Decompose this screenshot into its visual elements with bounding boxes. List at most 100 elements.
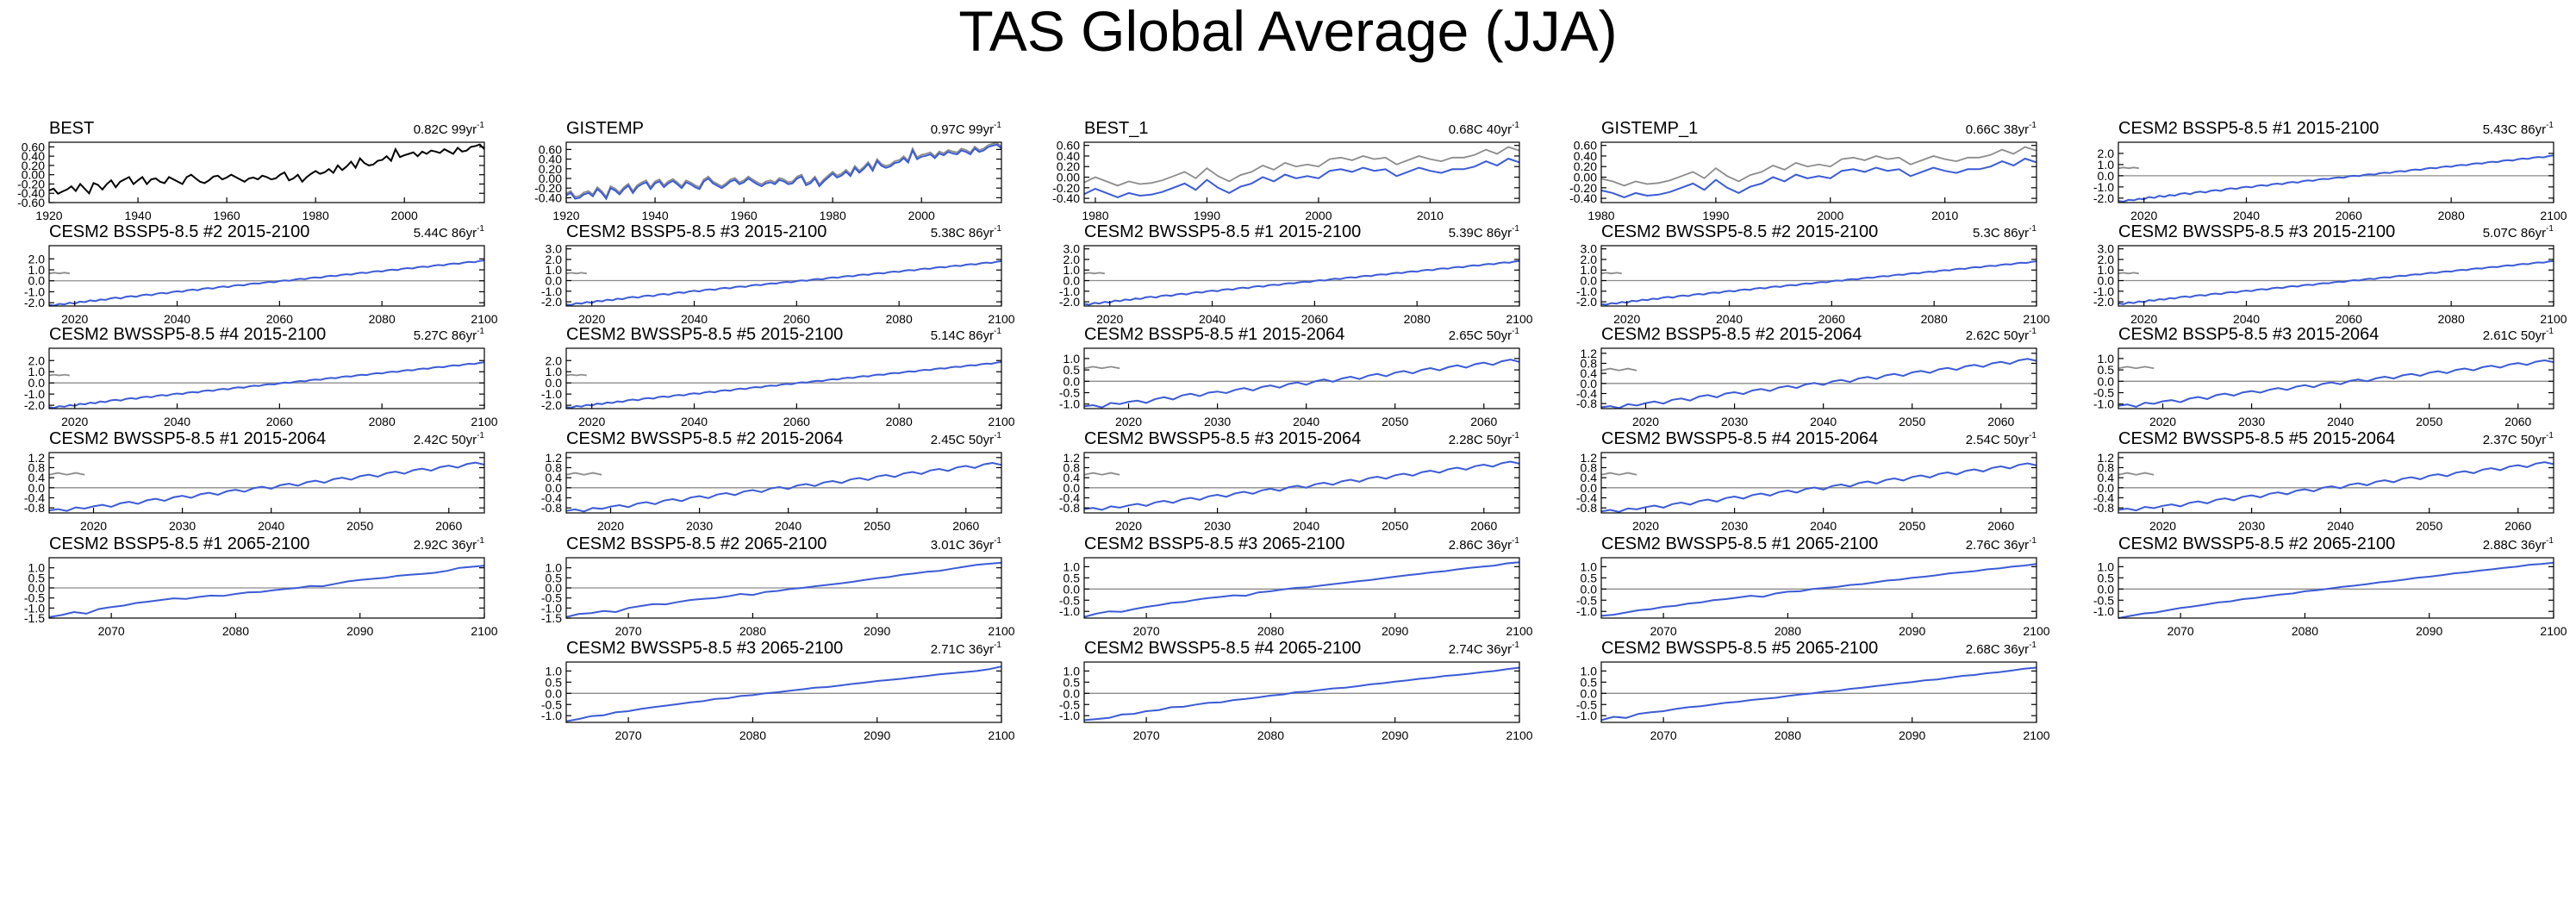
trend-span: 36yr — [969, 538, 994, 553]
y-tick-label: 0.8 — [28, 461, 46, 475]
x-tick-label: 2080 — [2292, 624, 2318, 638]
x-tick-label: 2040 — [164, 312, 190, 326]
trend-span: 86yr — [1487, 226, 1512, 241]
x-tick-label: 2040 — [258, 519, 284, 533]
panel-26: CESM2 BWSSP5-8.5 #3 2065-2100 2.71C 36yr-… — [541, 639, 1015, 742]
x-tick-label: 2060 — [1470, 519, 1497, 533]
y-tick-label: 0.0 — [546, 376, 563, 390]
trend-exponent: -1 — [2546, 121, 2554, 130]
y-tick-label: 1.0 — [28, 561, 46, 575]
x-tick-label: 1980 — [1587, 209, 1614, 222]
trend-exponent: -1 — [994, 327, 1001, 336]
x-tick-label: 2040 — [2233, 209, 2260, 222]
y-tick-label: -0.8 — [1059, 501, 1080, 515]
y-tick-label: 0.4 — [1581, 471, 1598, 484]
trend-label: 2.62C 50yr-1 — [1966, 327, 2037, 343]
y-tick-label: 1.0 — [28, 263, 46, 277]
trend-span: 36yr — [452, 538, 477, 553]
y-tick-label: 0.0 — [1063, 374, 1081, 388]
trend-exponent: -1 — [1512, 121, 1519, 130]
reference-series-line — [2118, 366, 2155, 370]
y-tick-label: 1.0 — [1581, 263, 1598, 277]
y-tick-label: -0.8 — [1576, 397, 1597, 410]
x-tick-label: 2050 — [1382, 519, 1408, 533]
panel-11: CESM2 BWSSP5-8.5 #4 2015-2100 5.27C 86yr-… — [24, 325, 498, 428]
x-tick-label: 2040 — [1293, 519, 1319, 533]
x-tick-label: 2090 — [1382, 624, 1408, 638]
trend-label: 5.43C 86yr-1 — [2483, 121, 2554, 137]
x-tick-label: 2020 — [578, 415, 605, 428]
x-tick-label: 2040 — [2327, 415, 2354, 428]
x-tick-label: 1980 — [820, 209, 846, 222]
x-tick-label: 2060 — [1470, 415, 1497, 428]
trend-span: 36yr — [2521, 538, 2546, 553]
x-tick-label: 2100 — [471, 624, 497, 638]
y-tick-label: -1.0 — [1576, 604, 1597, 618]
y-tick-label: 0.0 — [1581, 582, 1598, 596]
y-tick-label: 0.00 — [1057, 171, 1080, 184]
x-tick-label: 2080 — [1257, 728, 1284, 742]
y-tick-label: 1.0 — [1063, 559, 1081, 573]
trend-span: 99yr — [452, 122, 477, 137]
y-tick-label: 0.4 — [1581, 366, 1598, 380]
panel-title: CESM2 BWSSP5-8.5 #2 2015-2064 — [566, 429, 843, 448]
y-tick-label: 1.2 — [1063, 451, 1081, 465]
trend-value: 2.54C — [1966, 433, 2000, 447]
y-tick-label: 0.0 — [2098, 274, 2115, 288]
plot-frame — [1083, 661, 1520, 723]
trend-exponent: -1 — [477, 536, 484, 546]
trend-value: 2.86C — [1449, 538, 1483, 553]
panel-title: GISTEMP — [566, 119, 644, 138]
trend-label: 2.37C 50yr-1 — [2483, 431, 2554, 447]
x-tick-label: 2080 — [2438, 312, 2465, 326]
panel-title: CESM2 BWSSP5-8.5 #3 2015-2064 — [1084, 429, 1361, 448]
panel-title: CESM2 BWSSP5-8.5 #3 2015-2100 — [2118, 222, 2395, 241]
x-tick-label: 2100 — [2540, 624, 2567, 638]
x-tick-label: 2080 — [739, 624, 766, 638]
plot-frame — [1600, 661, 2037, 723]
panel-7: CESM2 BSSP5-8.5 #3 2015-2100 5.38C 86yr-1… — [541, 222, 1015, 326]
panel-18: CESM2 BWSSP5-8.5 #3 2015-2064 2.28C 50yr-… — [1059, 429, 1520, 533]
x-tick-label: 2030 — [2238, 415, 2265, 428]
trend-label: 2.61C 50yr-1 — [2483, 327, 2554, 343]
x-tick-label: 2020 — [2130, 209, 2157, 222]
x-tick-label: 2020 — [1096, 312, 1123, 326]
y-tick-label: 3.0 — [2098, 242, 2115, 256]
trend-value: 2.42C — [414, 433, 448, 447]
panel-title: GISTEMP_1 — [1601, 119, 1698, 138]
plot-frame — [2118, 347, 2554, 409]
y-tick-label: -0.8 — [1576, 501, 1597, 515]
panel-5: CESM2 BSSP5-8.5 #1 2015-2100 5.43C 86yr-1… — [2093, 119, 2567, 222]
panel-27: CESM2 BWSSP5-8.5 #4 2065-2100 2.74C 36yr-… — [1059, 639, 1533, 742]
x-tick-label: 2070 — [615, 624, 642, 638]
x-tick-label: 2000 — [1305, 209, 1332, 222]
x-tick-label: 2020 — [80, 519, 107, 533]
trend-label: 2.65C 50yr-1 — [1449, 327, 1520, 343]
x-tick-label: 1980 — [303, 209, 329, 222]
x-tick-label: 2100 — [1506, 728, 1532, 742]
y-tick-label: -0.4 — [24, 491, 45, 505]
plot-frame — [1083, 347, 1520, 409]
data-series-line — [1600, 462, 2037, 513]
trend-label: 2.54C 50yr-1 — [1966, 431, 2037, 447]
x-tick-label: 2070 — [1133, 624, 1160, 638]
trend-span: 50yr — [2004, 433, 2029, 447]
data-series-line — [1083, 561, 1520, 618]
trend-value: 2.65C — [1449, 328, 1483, 343]
plot-frame — [565, 245, 1002, 307]
y-tick-label: 0.8 — [1581, 461, 1598, 475]
trend-exponent: -1 — [2029, 327, 2036, 336]
y-tick-label: 2.0 — [546, 353, 563, 367]
reference-series-line — [565, 373, 587, 377]
trend-label: 5.07C 86yr-1 — [2483, 224, 2554, 241]
panel-6: CESM2 BSSP5-8.5 #2 2015-2100 5.44C 86yr-1… — [24, 222, 498, 326]
y-tick-label: 2.0 — [1063, 253, 1081, 266]
y-tick-label: 0.0 — [1581, 377, 1598, 391]
y-tick-label: -2.0 — [2093, 295, 2114, 309]
y-tick-label: 0.20 — [539, 162, 562, 176]
trend-exponent: -1 — [477, 431, 484, 441]
trend-span: 36yr — [1487, 642, 1512, 657]
trend-exponent: -1 — [2029, 224, 2036, 234]
panel-title: CESM2 BWSSP5-8.5 #4 2015-2100 — [49, 325, 326, 344]
panel-2: GISTEMP 0.97C 99yr-1 0.600.400.200.00-0.20… — [534, 119, 1002, 222]
